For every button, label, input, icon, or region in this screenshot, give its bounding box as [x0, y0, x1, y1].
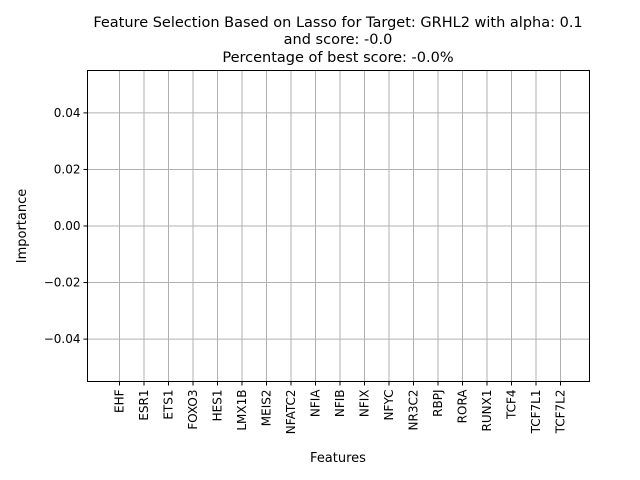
x-tick-label: LMX1B	[235, 390, 249, 431]
x-tick-label: FOXO3	[186, 390, 200, 430]
y-axis-ticks: −0.04 −0.02 0.00 0.02 0.04	[44, 106, 88, 346]
y-tick-label: 0.02	[54, 162, 81, 176]
x-tick-label: ETS1	[162, 390, 176, 420]
x-tick-label: EHF	[113, 389, 127, 413]
y-tick-label: −0.04	[44, 332, 81, 346]
x-tick-label: NR3C2	[407, 390, 421, 431]
y-axis-label: Importance	[15, 189, 30, 264]
grid-lines	[87, 70, 590, 382]
x-tick-label: RBPJ	[431, 390, 445, 417]
x-axis-ticks: EHF ESR1 ETS1 FOXO3 HES1 LMX1B MEIS2 NFATC2 NFIA…	[113, 381, 568, 435]
x-tick-label: TCF7L1	[529, 390, 543, 435]
x-tick-label: ESR1	[137, 390, 151, 421]
x-tick-label: NFIA	[309, 389, 323, 417]
chart-title-line-1: Feature Selection Based on Lasso for Tar…	[93, 15, 582, 31]
x-tick-label: NFYC	[382, 390, 396, 421]
x-tick-label: NFIB	[333, 390, 347, 418]
chart-title-line-2: and score: -0.0	[284, 32, 393, 48]
x-tick-label: RORA	[456, 389, 470, 424]
chart-title-line-3: Percentage of best score: -0.0%	[222, 50, 453, 66]
x-tick-label: TCF7L2	[554, 390, 568, 435]
x-tick-label: RUNX1	[480, 390, 494, 432]
y-tick-label: 0.04	[54, 106, 81, 120]
y-tick-label: −0.02	[44, 276, 81, 290]
x-tick-label: NFIX	[358, 390, 372, 418]
x-tick-label: TCF4	[505, 390, 519, 421]
x-tick-label: MEIS2	[260, 390, 274, 427]
x-tick-label: NFATC2	[284, 390, 298, 435]
x-tick-label: HES1	[211, 390, 225, 422]
y-tick-label: 0.00	[54, 219, 81, 233]
x-axis-label: Features	[310, 451, 366, 466]
